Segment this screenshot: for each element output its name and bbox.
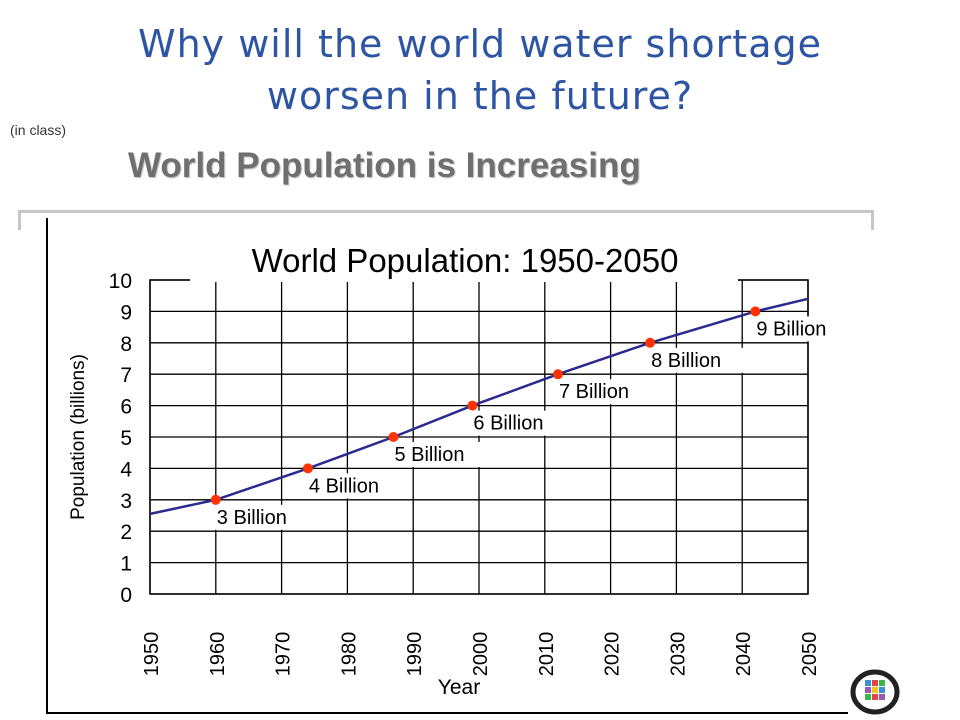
y-tick-label: 9: [120, 301, 132, 324]
x-tick-label: 1990: [404, 632, 426, 677]
milestone-label: 6 Billion: [473, 413, 543, 435]
milestone-point: [552, 369, 563, 380]
y-tick-label: 3: [120, 490, 132, 513]
x-axis-label: Year: [438, 676, 480, 699]
slide-title-line2: worsen in the future?: [266, 74, 694, 118]
chart-title-backing: [190, 240, 738, 282]
x-tick-label: 1950: [141, 632, 163, 677]
y-tick-label: 0: [120, 584, 132, 607]
milestone-label-backing: [391, 442, 490, 467]
y-tick-label: 8: [120, 333, 132, 356]
x-tick-label: 1970: [273, 632, 295, 677]
x-tick-label: 1980: [338, 632, 360, 677]
x-tick-label: 2040: [733, 632, 755, 677]
milestone-point: [467, 400, 478, 411]
milestone-label-backing: [648, 347, 747, 373]
milestone-point: [210, 494, 221, 505]
milestone-point: [302, 463, 313, 474]
frame-top-rule: [18, 210, 874, 213]
logo-icon: [848, 664, 906, 716]
x-tick-label: 2000: [470, 632, 492, 677]
frame-right-tick: [871, 210, 874, 230]
milestone-label-backing: [470, 410, 569, 436]
milestone-label: 8 Billion: [651, 350, 721, 372]
milestone-label: 3 Billion: [217, 507, 287, 529]
x-tick-label: 2020: [602, 632, 624, 677]
x-tick-label: 2010: [536, 632, 558, 677]
y-tick-label: 5: [120, 427, 132, 450]
milestone-point: [645, 337, 656, 348]
banner-heading: World Population is Increasing: [128, 146, 641, 185]
slide-title: Why will the world water shortage worsen…: [60, 18, 900, 122]
y-tick-label: 1: [120, 553, 132, 576]
y-axis-label: Population (billions): [68, 354, 89, 520]
population-chart: World Population: 1950-2050 0 1 2 3 4 5 6 7 8 9 10 1…: [68, 240, 848, 699]
y-tick-label: 10: [109, 270, 132, 293]
milestone-label-backing: [753, 316, 848, 342]
in-class-note: (in class): [10, 122, 67, 138]
milestone-label: 5 Billion: [394, 444, 464, 466]
milestone-label: 7 Billion: [559, 381, 629, 403]
chart-frame: World Population: 1950-2050 0 1 2 3 4 5 6 7 8 9 10 1…: [46, 218, 848, 714]
y-tick-label: 7: [120, 364, 132, 387]
milestone-point: [388, 432, 399, 442]
y-tick-label: 4: [120, 458, 132, 481]
milestone-point: [750, 306, 761, 317]
slide-title-line1: Why will the world water shortage: [138, 22, 822, 66]
x-tick-label: 1960: [207, 632, 229, 677]
y-tick-label: 6: [120, 396, 132, 419]
y-tick-label: 2: [120, 521, 132, 544]
milestone-label-backing: [555, 379, 654, 405]
x-tick-label: 2050: [799, 632, 821, 677]
x-tick-label: 2030: [667, 632, 689, 677]
milestone-label-backing: [213, 504, 312, 530]
milestone-label: 9 Billion: [756, 318, 826, 340]
milestone-label-backing: [305, 473, 404, 499]
milestone-label: 4 Billion: [309, 475, 379, 497]
chart-title: World Population: 1950-2050: [252, 242, 679, 279]
frame-left-tick: [18, 210, 21, 230]
